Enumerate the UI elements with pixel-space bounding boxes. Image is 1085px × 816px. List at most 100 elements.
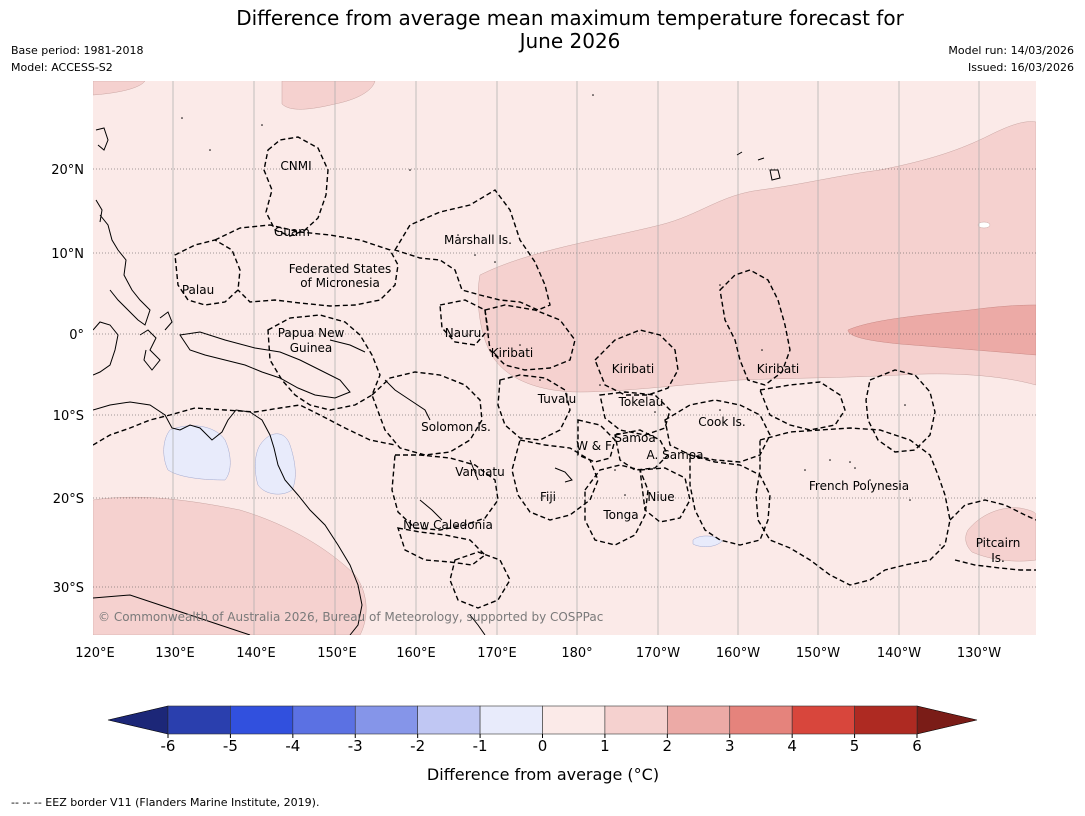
base-period: Base period: 1981-2018 — [11, 44, 144, 57]
anomaly-1-2-pitcairn — [965, 507, 1036, 562]
colorbar: -6 -5 -4 -3 -2 -1 0 1 2 3 4 5 6 Difference from aver… — [107, 705, 978, 784]
colorbar-tick-label: 6 — [912, 737, 922, 755]
lon-tick-labels: 120°E 130°E 140°E 150°E 160°E 170°E 180°… — [75, 646, 1001, 661]
anomaly-2-3-tongue — [847, 304, 1036, 356]
lat-tick: 10°S — [53, 409, 84, 424]
label-cnmi: CNMI — [280, 159, 311, 173]
issued-date: Issued: 16/03/2026 — [967, 61, 1074, 74]
colorbar-tick-label: 2 — [663, 737, 673, 755]
lat-tick: 20°S — [53, 492, 84, 507]
colorbar-tick-label: -4 — [285, 737, 300, 755]
lon-tick: 170°E — [477, 646, 517, 661]
meta-right: Model run: 14/03/2026 Issued: 16/03/2026 — [948, 42, 1074, 76]
colorbar-tick-label: -1 — [473, 737, 488, 755]
colorbar-segment — [542, 705, 606, 735]
title-line-1: Difference from average mean maximum tem… — [236, 6, 904, 30]
colorbar-tick-label: 3 — [725, 737, 735, 755]
colorbar-tick-label: -5 — [223, 737, 238, 755]
colorbar-tick-label: 4 — [787, 737, 797, 755]
lon-tick: 130°W — [957, 646, 1001, 661]
label-png-line2: Guinea — [290, 341, 333, 355]
label-pitcairn-line2: Is. — [991, 551, 1005, 565]
lon-tick: 150°E — [317, 646, 357, 661]
anomaly-1-2-northwest — [93, 81, 146, 96]
small-islands — [181, 94, 941, 546]
label-palau: Palau — [182, 283, 214, 297]
label-fiji: Fiji — [540, 490, 556, 504]
label-tonga: Tonga — [602, 508, 638, 522]
colorbar-segment — [354, 705, 418, 735]
label-kiribati-east: Kiribati — [757, 362, 799, 376]
label-vanuatu: Vanuatu — [455, 465, 505, 479]
colorbar-segment — [167, 705, 231, 735]
label-fsm-line1: Federated States — [289, 262, 391, 276]
label-new-caledonia: New Caledonia — [403, 518, 493, 532]
meridians — [172, 81, 980, 635]
label-marshall: Marshall Is. — [444, 233, 512, 247]
label-solomon: Solomon Is. — [421, 420, 491, 434]
label-cook: Cook Is. — [698, 415, 745, 429]
model-name: Model: ACCESS-S2 — [11, 61, 113, 74]
colorbar-tick-label: 1 — [600, 737, 610, 755]
anomaly-minus-1-0-queensland — [255, 433, 296, 495]
coastlines — [93, 127, 781, 635]
lon-tick: 160°W — [716, 646, 760, 661]
eez-footnote: -- -- -- EEZ border V11 (Flanders Marine… — [11, 796, 320, 809]
label-french-polynesia: French Polynesia — [809, 479, 909, 493]
colorbar-segment — [417, 705, 481, 735]
label-png-line1: Papua New — [278, 326, 345, 340]
anomaly-minus-1-0-hawaii — [977, 221, 991, 229]
label-american-samoa: A. Samoa — [647, 448, 704, 462]
colorbar-segment — [292, 705, 356, 735]
lat-tick: 0° — [69, 328, 84, 343]
label-tuvalu: Tuvalu — [537, 392, 577, 406]
lat-tick: 10°N — [51, 247, 84, 262]
lon-tick: 120°E — [75, 646, 115, 661]
colorbar-tick-label: -3 — [348, 737, 363, 755]
label-nauru: Nauru — [445, 326, 481, 340]
colorbar-segment — [604, 705, 668, 735]
label-samoa: Samoa — [614, 431, 655, 445]
map-panel: CNMI Guam Palau Federated States of Micr… — [93, 81, 1036, 635]
colorbar-tick-label: 5 — [850, 737, 860, 755]
label-guam: Guam — [274, 225, 310, 239]
lat-tick-labels: 20°N 10°N 0° 10°S 20°S 30°S — [51, 163, 84, 596]
chart-title: Difference from average mean maximum tem… — [0, 7, 1085, 53]
lon-tick: 140°E — [236, 646, 276, 661]
model-run: Model run: 14/03/2026 — [948, 44, 1074, 57]
lon-tick: 150°W — [796, 646, 840, 661]
anomaly-minus-1-0-south — [692, 535, 723, 547]
colorbar-tick-label: -2 — [410, 737, 425, 755]
label-wallis-futuna: W & F — [576, 439, 612, 453]
lon-tick: 130°E — [155, 646, 195, 661]
colorbar-segment — [791, 705, 855, 735]
label-pitcairn-line1: Pitcairn — [976, 536, 1021, 550]
lat-tick: 20°N — [51, 163, 84, 178]
title-line-2: June 2026 — [519, 29, 621, 53]
lon-tick: 170°W — [636, 646, 680, 661]
lat-tick: 30°S — [53, 581, 84, 596]
graticule — [93, 168, 1036, 588]
label-fsm-line2: of Micronesia — [300, 276, 380, 290]
region-labels: CNMI Guam Palau Federated States of Micr… — [182, 159, 1020, 565]
lon-tick: 180° — [561, 646, 592, 661]
colorbar-label: Difference from average (°C) — [427, 765, 659, 784]
colorbar-low-extend — [107, 705, 169, 735]
colorbar-tick-label: -6 — [161, 737, 176, 755]
label-kiribati-west: Kiribati — [491, 346, 533, 360]
lon-tick: 140°W — [877, 646, 921, 661]
colorbar-segment — [230, 705, 294, 735]
lon-tick: 160°E — [396, 646, 436, 661]
colorbar-segment — [479, 705, 543, 735]
colorbar-segment — [854, 705, 918, 735]
colorbar-tick-label: 0 — [538, 737, 548, 755]
label-niue: Niue — [647, 490, 674, 504]
label-kiribati-central: Kiribati — [612, 362, 654, 376]
colorbar-segment — [729, 705, 793, 735]
colorbar-segment — [667, 705, 731, 735]
eez-borders — [93, 136, 1036, 609]
colorbar-high-extend — [916, 705, 978, 735]
copyright-text: © Commonwealth of Australia 2026, Bureau… — [98, 610, 603, 624]
meta-left: Base period: 1981-2018 Model: ACCESS-S2 — [11, 42, 143, 76]
